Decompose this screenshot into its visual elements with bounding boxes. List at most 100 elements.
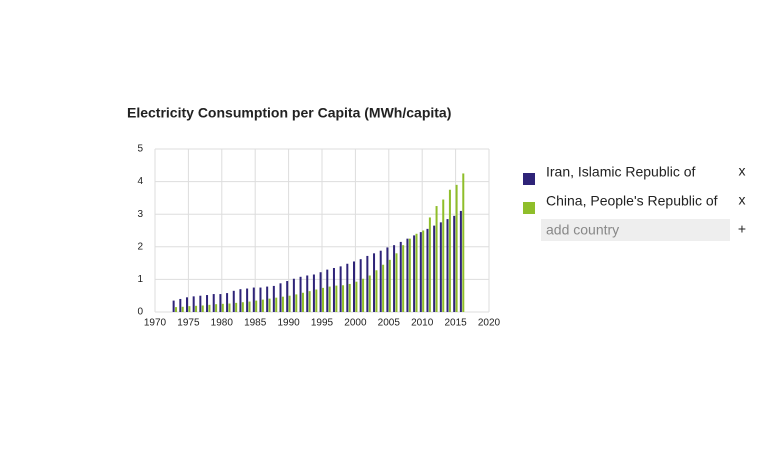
bar (459, 210, 462, 312)
remove-country-button[interactable]: x (739, 192, 746, 208)
bar (312, 274, 315, 312)
bar (368, 275, 371, 312)
bar (185, 297, 188, 312)
bar (179, 298, 182, 312)
bar (388, 259, 391, 312)
bar (413, 235, 416, 312)
x-tick-label: 2015 (444, 318, 467, 329)
bar (248, 301, 251, 312)
chart-title: Electricity Consumption per Capita (MWh/… (127, 105, 451, 121)
bar (366, 255, 369, 312)
bar (448, 189, 451, 312)
bar (268, 298, 271, 312)
bar (235, 302, 238, 312)
bar (455, 184, 458, 312)
bar (442, 199, 445, 312)
bar (375, 270, 378, 312)
bar (322, 287, 325, 312)
bar (288, 295, 291, 312)
bar (315, 289, 318, 312)
bar (422, 230, 425, 312)
x-tick-label: 1985 (244, 318, 267, 329)
bar (308, 291, 311, 312)
bar (346, 263, 349, 312)
x-tick-label: 2010 (411, 318, 434, 329)
bar (426, 228, 429, 312)
bar (295, 294, 298, 312)
x-tick-label: 1980 (211, 318, 234, 329)
bar (272, 285, 275, 312)
bar (201, 305, 204, 312)
bar (339, 266, 342, 312)
bar (292, 278, 295, 312)
add-country-button[interactable]: + (738, 221, 746, 237)
bar (406, 238, 409, 312)
bar (228, 303, 231, 312)
bar (301, 292, 304, 312)
bar (393, 245, 396, 312)
bar (299, 276, 302, 312)
bar (175, 307, 178, 312)
bar (206, 295, 209, 312)
remove-country-button[interactable]: x (739, 163, 746, 179)
bar (415, 233, 418, 312)
bar (199, 295, 202, 312)
x-tick-label: 2005 (378, 318, 401, 329)
bar (252, 287, 255, 312)
add-country-input[interactable] (541, 219, 730, 241)
add-country-placeholder[interactable]: add country (546, 222, 619, 238)
bar (275, 297, 278, 312)
bar (462, 173, 465, 312)
x-tick-label: 1990 (277, 318, 300, 329)
x-tick-label: 1975 (177, 318, 200, 329)
bar (446, 219, 449, 312)
bar (212, 294, 215, 312)
bar (433, 225, 436, 312)
bar (359, 259, 362, 312)
y-tick-label: 2 (137, 241, 143, 252)
bar (306, 275, 309, 312)
legend-swatch (523, 173, 535, 185)
legend-label: China, People's Republic of (546, 193, 718, 209)
bar (362, 278, 365, 312)
bar (395, 253, 398, 312)
bar (335, 285, 338, 312)
y-tick-label: 0 (137, 307, 143, 318)
bar (386, 247, 389, 312)
bar (266, 286, 269, 312)
bar (208, 304, 211, 312)
bar (192, 296, 195, 312)
y-tick-label: 3 (137, 209, 143, 220)
bar (399, 241, 402, 312)
legend-swatch (523, 202, 535, 214)
x-tick-label: 2000 (344, 318, 367, 329)
bar (435, 206, 438, 312)
x-tick-label: 2020 (478, 318, 501, 329)
x-tick-label: 1995 (311, 318, 334, 329)
bar (382, 264, 385, 312)
bar (261, 299, 264, 312)
bar (326, 269, 329, 312)
bar (172, 300, 175, 312)
bar (181, 306, 184, 312)
bar (355, 281, 358, 312)
bar (215, 304, 218, 312)
bar (219, 294, 222, 312)
bar (408, 238, 411, 312)
bar (226, 293, 229, 312)
bar (286, 281, 289, 312)
legend-label: Iran, Islamic Republic of (546, 164, 696, 180)
bar (379, 250, 382, 312)
bar (428, 217, 431, 312)
bar (241, 302, 244, 312)
bar (439, 222, 442, 312)
x-tick-label: 1970 (144, 318, 167, 329)
bar (332, 267, 335, 312)
y-tick-label: 4 (137, 176, 143, 187)
bar (259, 287, 262, 312)
bar (239, 289, 242, 312)
bar (342, 285, 345, 312)
y-tick-label: 1 (137, 274, 143, 285)
